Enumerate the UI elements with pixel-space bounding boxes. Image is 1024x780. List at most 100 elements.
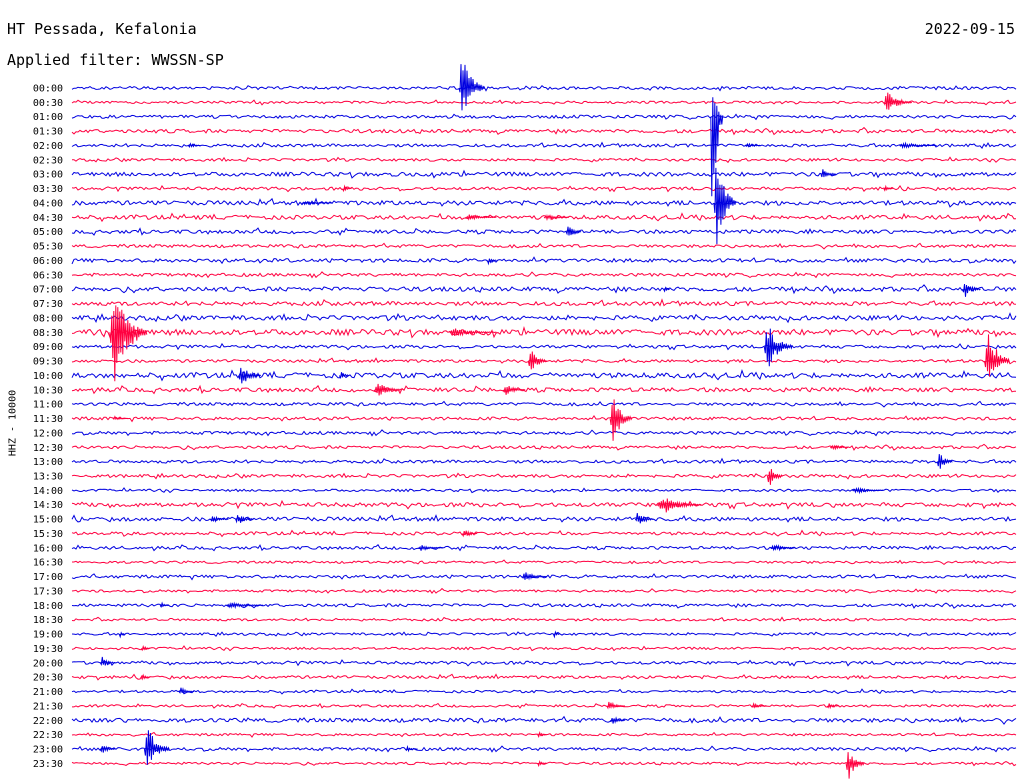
row-time-label: 15:30 [33, 529, 63, 540]
event-waveform [226, 601, 264, 610]
event-waveform [112, 415, 129, 421]
event-waveform [770, 544, 796, 552]
tick-label-group: 00:00 00:30 01:00 01:30 02:00 02:30 03:00 03:30… [33, 84, 63, 770]
event-waveform [830, 444, 849, 451]
trace-line [71, 673, 1017, 681]
event-waveform [710, 97, 724, 197]
event-waveform [883, 92, 913, 110]
row-time-label: 22:30 [33, 730, 63, 741]
trace-line [72, 559, 1017, 566]
event-waveform [609, 399, 633, 441]
event-waveform [140, 645, 151, 652]
trace-line [71, 587, 1017, 594]
event-waveform [766, 468, 783, 485]
event-waveform [159, 601, 170, 608]
trace-line [71, 84, 1017, 92]
trace-line [71, 499, 1017, 510]
row-time-label: 19:30 [33, 644, 63, 655]
event-waveform [140, 673, 151, 681]
row-time-label: 09:00 [33, 342, 63, 353]
row-time-label: 23:00 [33, 745, 63, 756]
row-time-label: 02:00 [33, 141, 63, 152]
row-time-label: 22:00 [33, 716, 63, 727]
chart-title: HT Pessada, Kefalonia [7, 20, 197, 38]
trace-line [71, 284, 1017, 295]
trace-line [71, 312, 1017, 324]
event-waveform [634, 513, 654, 524]
row-time-label: 08:30 [33, 328, 63, 339]
trace-line [71, 156, 1017, 164]
trace-line [71, 715, 1017, 725]
event-waveform [465, 214, 497, 221]
row-time-label: 18:00 [33, 601, 63, 612]
row-time-label: 20:00 [33, 658, 63, 669]
event-waveform [339, 372, 349, 379]
row-time-label: 01:30 [33, 127, 63, 138]
trace-line [71, 457, 1017, 465]
row-time-label: 13:00 [33, 457, 63, 468]
event-waveform [461, 530, 478, 538]
event-waveform [99, 656, 116, 667]
trace-line [72, 702, 1017, 709]
trace-line [71, 126, 1017, 136]
row-time-label: 03:00 [33, 170, 63, 181]
row-time-label: 07:30 [33, 299, 63, 310]
row-time-label: 11:00 [33, 400, 63, 411]
event-waveform [984, 334, 1010, 377]
trace-line [71, 514, 1017, 523]
trace-line [71, 271, 1017, 279]
event-waveform [609, 716, 626, 724]
event-waveform [565, 226, 582, 236]
trace-group [71, 84, 1017, 767]
trace-line [71, 631, 1017, 638]
row-time-label: 13:30 [33, 471, 63, 482]
trace-line [71, 368, 1017, 382]
trace-line [71, 443, 1017, 451]
event-waveform [606, 701, 626, 710]
trace-line [71, 384, 1016, 395]
event-waveform [373, 383, 403, 396]
row-time-label: 04:00 [33, 198, 63, 209]
event-waveform [552, 630, 560, 639]
row-time-label: 12:00 [33, 428, 63, 439]
event-group [99, 64, 1010, 779]
row-time-label: 20:30 [33, 673, 63, 684]
event-waveform [458, 64, 485, 111]
event-waveform [143, 730, 170, 765]
row-time-label: 19:00 [33, 630, 63, 641]
trace-line [71, 99, 1017, 106]
row-time-label: 02:30 [33, 155, 63, 166]
event-waveform [187, 142, 201, 148]
trace-line [71, 298, 1017, 307]
trace-line [71, 256, 1017, 265]
trace-line [71, 573, 1017, 581]
event-waveform [751, 702, 767, 709]
event-waveform [826, 703, 840, 710]
trace-line [71, 616, 1017, 622]
trace-line [71, 429, 1017, 437]
trace-line [71, 212, 1017, 223]
event-waveform [502, 386, 526, 395]
trace-line [71, 602, 1017, 609]
row-time-label: 16:00 [33, 543, 63, 554]
event-waveform [713, 167, 737, 245]
row-time-label: 10:00 [33, 371, 63, 382]
trace-line [71, 745, 1017, 753]
trace-line [71, 400, 1017, 408]
trace-line [71, 688, 1017, 695]
filter-label: Applied filter: WWSSN-SP [7, 51, 224, 69]
event-waveform [405, 745, 418, 753]
trace-line [71, 227, 1017, 236]
event-waveform [527, 351, 547, 370]
row-time-label: 03:30 [33, 184, 63, 195]
trace-line [71, 529, 1017, 538]
event-waveform [899, 141, 937, 150]
row-time-label: 01:00 [33, 112, 63, 123]
trace-line [71, 325, 1017, 339]
trace-line [71, 645, 1017, 652]
trace-line [71, 113, 1017, 121]
row-time-label: 00:00 [33, 84, 63, 95]
event-waveform [238, 367, 262, 384]
row-time-label: 21:30 [33, 701, 63, 712]
